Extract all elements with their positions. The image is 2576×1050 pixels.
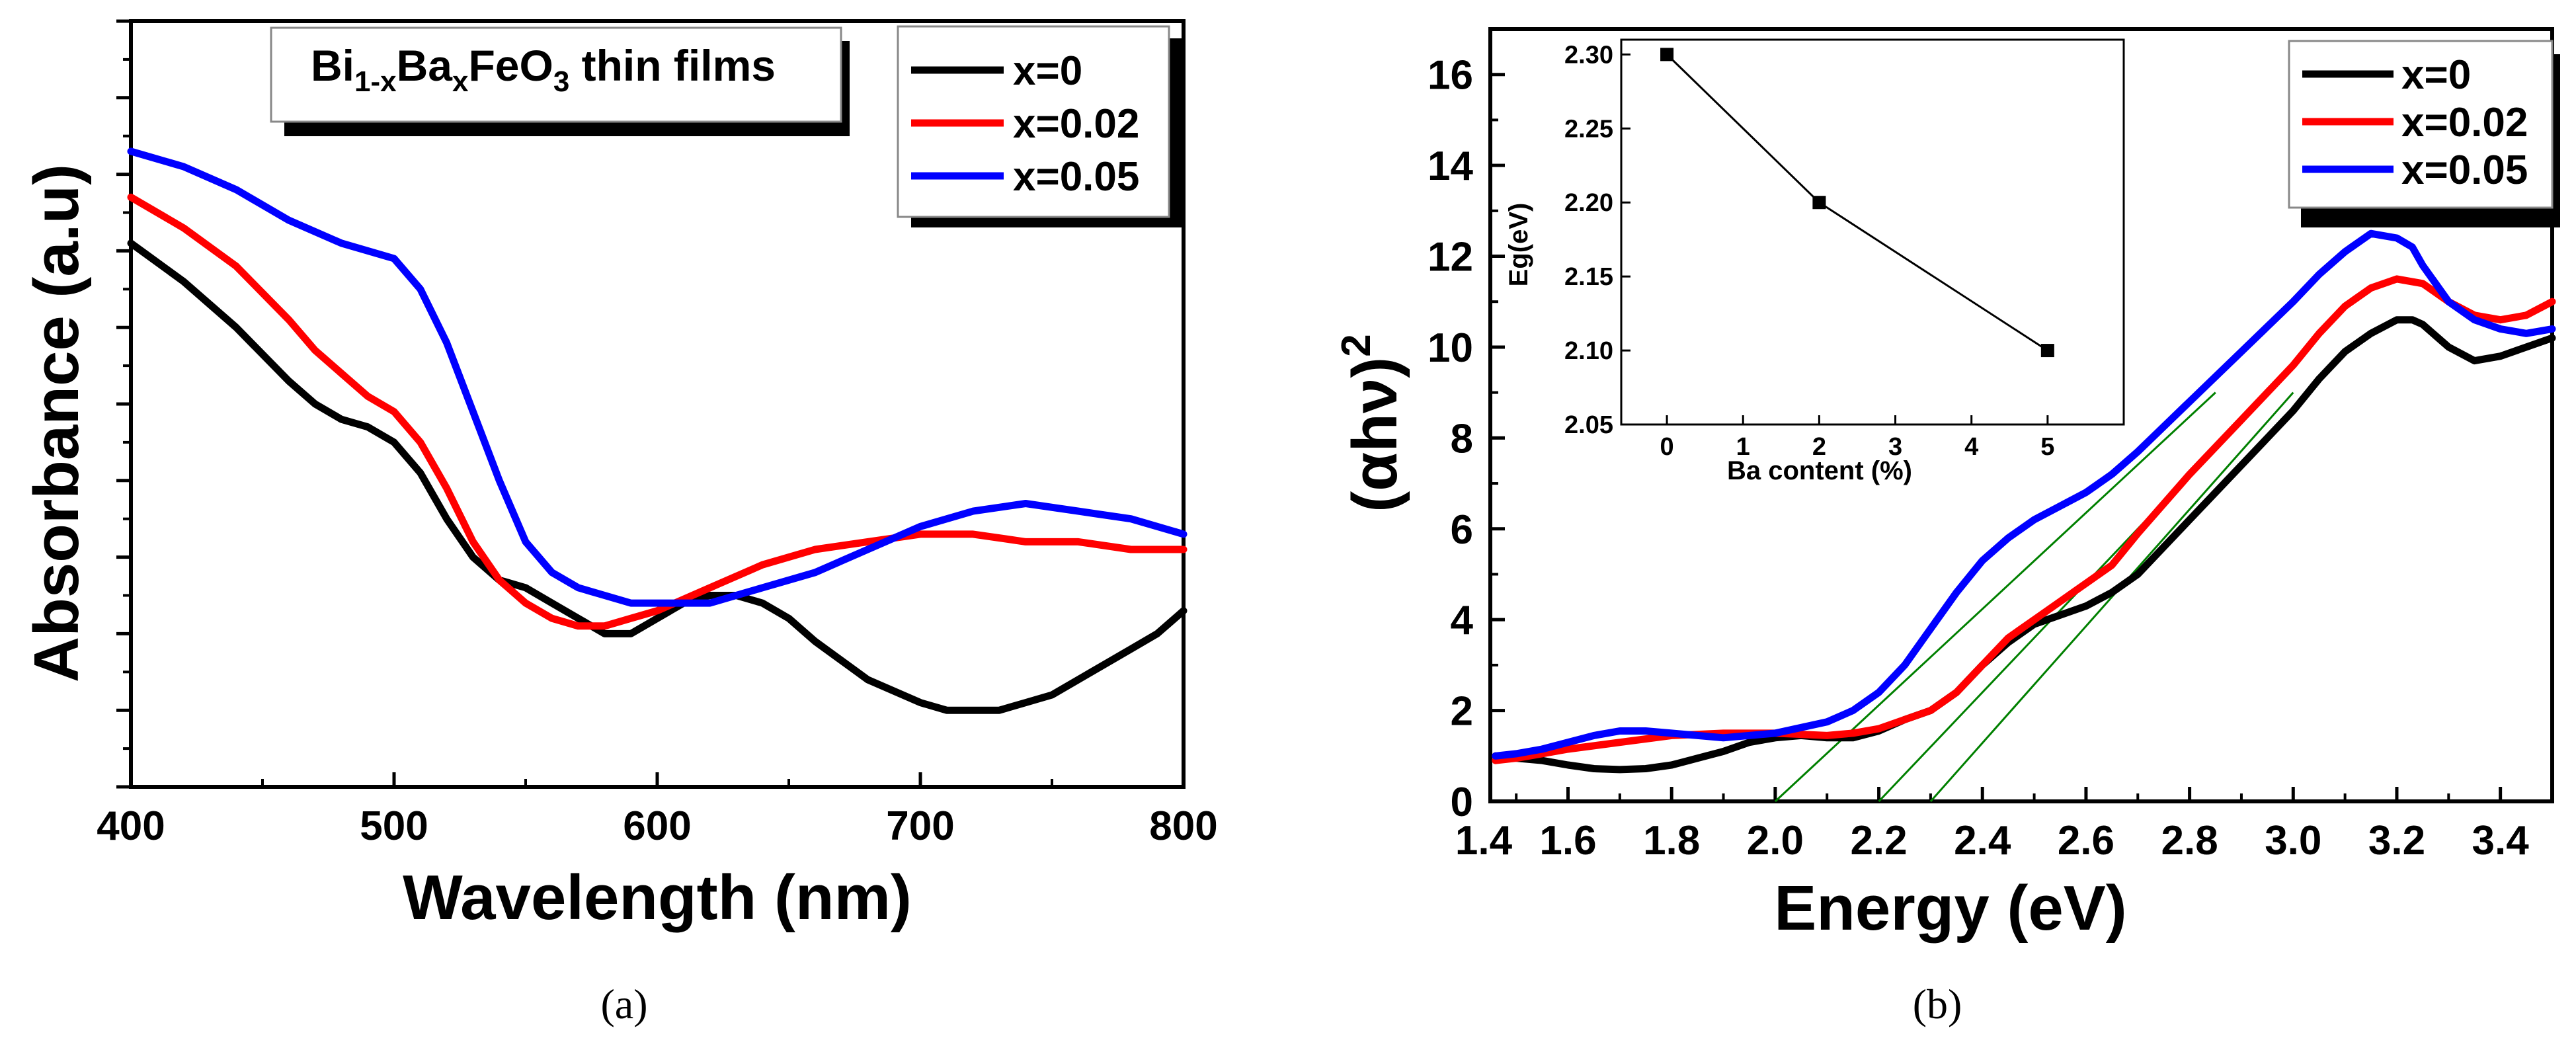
inset-series (1660, 48, 2054, 358)
series-line-x=0.05 (1492, 229, 2556, 760)
x-tick-label: 800 (1149, 803, 1217, 849)
panel-a-y-ticks (116, 19, 131, 789)
x-tick-label: 2.8 (2161, 818, 2218, 864)
inset-x-tick-label: 4 (1964, 433, 1978, 461)
legend-label-x005: x=0.05 (1013, 154, 1139, 200)
panel-b-series (1492, 229, 2556, 774)
inset-marker (1812, 196, 1826, 210)
legend-label-x0: x=0 (1013, 48, 1082, 94)
title-sub3: 3 (553, 65, 569, 98)
inset-x-axis-title: Ba content (%) (1727, 456, 1912, 485)
y-tick-label: 4 (1451, 598, 1474, 643)
x-tick-label: 700 (886, 803, 954, 849)
x-tick-label: 3.2 (2368, 818, 2425, 864)
x-tick-label: 1.4 (1455, 818, 1513, 864)
panel-a-caption: (a) (600, 981, 647, 1028)
legend-label-x002: x=0.02 (2401, 100, 2528, 145)
title-tail: FeO (468, 41, 553, 90)
panel-b-plot-frame (1488, 27, 2554, 803)
y-tick-label: 8 (1451, 416, 1473, 462)
inset-y-tick-label: 2.20 (1564, 189, 1613, 217)
x-tick-label: 2.6 (2058, 818, 2114, 864)
inset-y-tick-label: 2.25 (1564, 115, 1613, 143)
title-mid: Ba (397, 41, 454, 90)
y-tick-label: 0 (1451, 780, 1473, 825)
x-tick-label: 2.4 (1954, 818, 2011, 864)
panel-b-x-ticks: 1.4 1.6 1.8 2.0 2.2 2.4 2.6 2.8 3.0 3.2 3.4 (1455, 787, 2529, 864)
y-tick-label: 6 (1451, 507, 1473, 553)
series-line-x=0.05 (127, 147, 1187, 607)
inset-x-tick-label: 1 (1736, 433, 1750, 461)
panel-b-y-ticks: 0 2 4 6 8 10 12 14 16 (1428, 53, 1505, 825)
panel-b-caption: (b) (1913, 981, 1962, 1028)
inset-y-tick-label: 2.10 (1564, 337, 1613, 365)
title-base: Bi (311, 41, 354, 90)
panel-b-legend: x=0 x=0.02 x=0.05 (2288, 40, 2560, 227)
y-tick-label: 16 (1428, 53, 1473, 99)
panel-a-series (127, 147, 1187, 714)
y-tick-label: 14 (1428, 143, 1473, 189)
x-tick-label: 2.0 (1747, 818, 1804, 864)
inset-y-ticks: 2.05 2.10 2.15 2.20 2.25 2.30 (1564, 41, 1630, 439)
y-tick-label: 10 (1428, 325, 1473, 371)
inset-y-tick-label: 2.15 (1564, 263, 1613, 291)
x-tick-label: 3.4 (2472, 818, 2530, 864)
title-sub2: x (452, 65, 469, 98)
y-tick-label: 12 (1428, 235, 1473, 280)
panel-b-x-axis-title: Energy (eV) (1774, 873, 2126, 944)
x-tick-label: 2.2 (1850, 818, 1907, 864)
panel-a-x-axis-title: Wavelength (nm) (403, 862, 912, 933)
inset-x-tick-label: 5 (2040, 433, 2054, 461)
x-tick-label: 1.6 (1539, 818, 1596, 864)
inset-x-tick-label: 0 (1660, 433, 1674, 461)
y-axis-title-base: (αhν) (1340, 357, 1410, 512)
y-axis-title-sup: 2 (1334, 334, 1379, 356)
legend-label-x005: x=0.05 (2401, 147, 2528, 193)
inset-x-ticks: 0 1 2 3 4 5 (1660, 415, 2054, 461)
inset-frame (1620, 38, 2125, 426)
inset-x-tick-label: 2 (1812, 433, 1826, 461)
title-sub1: 1-x (354, 65, 397, 98)
panel-a: 400 500 600 700 800 Bi1-xBaxFeO3 thin films … (21, 19, 1218, 1028)
x-tick-label: 400 (97, 803, 165, 849)
panel-b-y-axis-title: (αhν)2 (1334, 334, 1410, 512)
panel-a-legend: x=0 x=0.02 x=0.05 (897, 25, 1184, 227)
y-tick-label: 2 (1451, 689, 1473, 735)
inset-y-tick-label: 2.05 (1564, 411, 1613, 439)
title-box-frame (270, 26, 842, 123)
panel-b-inset: 2.05 2.10 2.15 2.20 2.25 2.30 0 1 2 3 4 5 Ba conte… (1504, 38, 2125, 485)
panel-a-x-ticks: 400 500 600 700 800 (97, 772, 1218, 849)
x-tick-label: 1.8 (1643, 818, 1700, 864)
inset-marker (2040, 344, 2054, 358)
panel-a-title: Bi1-xBaxFeO3 thin films (311, 41, 776, 98)
inset-y-axis-title: Eg(eV) (1504, 203, 1533, 287)
x-tick-label: 500 (360, 803, 428, 849)
panel-a-title-box: Bi1-xBaxFeO3 thin films (270, 26, 850, 136)
x-tick-label: 3.0 (2265, 818, 2321, 864)
series-line-x=0.02 (127, 193, 1187, 630)
inset-y-tick-label: 2.30 (1564, 41, 1613, 69)
inset-marker (1660, 48, 1674, 61)
x-tick-label: 600 (623, 803, 691, 849)
legend-label-x002: x=0.02 (1013, 101, 1139, 147)
panel-a-y-axis-title: Absorbance (a.u) (21, 164, 92, 682)
series-line-x=0 (127, 239, 1187, 714)
legend-label-x0: x=0 (2401, 52, 2471, 98)
inset-x-tick-label: 3 (1888, 433, 1902, 461)
tangent-line (1929, 391, 2294, 802)
title-rest: thin films (569, 41, 776, 90)
